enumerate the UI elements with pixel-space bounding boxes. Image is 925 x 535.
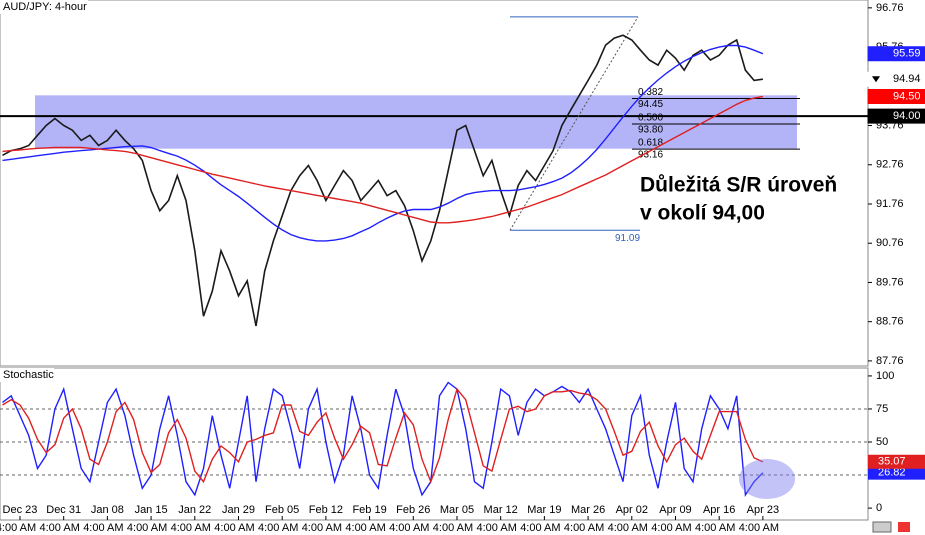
y-tick-label: 0 <box>876 502 882 514</box>
x-tick-label: Feb 26 <box>396 504 430 516</box>
x-tick-time: 4:00 AM <box>564 522 604 534</box>
x-tick-time: 4:00 AM <box>127 522 167 534</box>
x-tick-label: Jan 29 <box>222 504 255 516</box>
x-tick-time: 4:00 AM <box>302 522 342 534</box>
y-tick-label: 92.76 <box>876 159 904 171</box>
x-tick-label: Apr 02 <box>616 504 648 516</box>
fib-price: 93.80 <box>638 125 663 136</box>
value-label: 35.07 <box>878 456 906 468</box>
fib-price: 93.16 <box>638 150 663 161</box>
title-bg <box>0 0 88 14</box>
x-tick-label: Apr 09 <box>659 504 691 516</box>
y-tick-label: 75 <box>876 403 888 415</box>
x-tick-time: 4:00 AM <box>214 522 254 534</box>
x-tick-time: 4:00 AM <box>171 522 211 534</box>
x-tick-label: Mar 05 <box>440 504 474 516</box>
annotation: Důležitá S/R úroveň <box>640 174 837 197</box>
value-label: 26.82 <box>878 467 906 479</box>
x-tick-time: 4:00 AM <box>389 522 429 534</box>
x-tick-time: 4:00 AM <box>40 522 80 534</box>
price-label-box <box>867 46 925 62</box>
series-line <box>2 34 764 327</box>
x-tick-time: 4:00 AM <box>433 522 473 534</box>
y-tick-label: 96.76 <box>876 2 904 14</box>
price-panel <box>0 0 869 367</box>
x-tick-label: Feb 12 <box>309 504 343 516</box>
highlight-circle <box>739 459 795 499</box>
y-tick-label: 87.76 <box>876 355 904 367</box>
y-tick-label: 88.76 <box>876 316 904 328</box>
x-tick-time: 4:00 AM <box>258 522 298 534</box>
title-bg <box>0 368 54 382</box>
x-tick-time: 4:00 AM <box>520 522 560 534</box>
x-tick-time: 4:00 AM <box>345 522 385 534</box>
series-line <box>2 381 764 497</box>
price-label-box <box>867 89 925 105</box>
fib-price: 94.45 <box>638 99 663 110</box>
x-tick-label: Feb 19 <box>352 504 386 516</box>
x-tick-label: Mar 12 <box>484 504 518 516</box>
x-tick-label: Jan 08 <box>91 504 124 516</box>
sr-zone <box>35 95 797 149</box>
y-tick-label: 100 <box>876 370 894 382</box>
price-label-box <box>867 71 925 87</box>
chart-title: AUD/JPY: 4-hour <box>3 1 87 13</box>
x-tick-label: Feb 05 <box>265 504 299 516</box>
fib-ratio: 0.382 <box>638 87 663 98</box>
y-tick-label: 91.76 <box>876 198 904 210</box>
series-line <box>2 387 764 484</box>
annotation: v okolí 94,00 <box>640 202 765 225</box>
x-tick-time: 4:00 AM <box>0 522 36 534</box>
y-tick-label: 90.76 <box>876 237 904 249</box>
x-tick-label: Mar 19 <box>527 504 561 516</box>
value-label-box <box>868 465 925 480</box>
x-tick-label: Dec 31 <box>46 504 81 516</box>
current-arrow <box>872 76 880 83</box>
x-tick-time: 4:00 AM <box>477 522 517 534</box>
x-tick-time: 4:00 AM <box>739 522 779 534</box>
x-tick-label: Dec 23 <box>3 504 38 516</box>
x-tick-label: Apr 23 <box>747 504 779 516</box>
close-icon[interactable] <box>898 522 910 532</box>
price-label: 94.00 <box>893 110 921 122</box>
scroll-icon[interactable] <box>872 521 892 533</box>
series-line <box>2 95 764 224</box>
fib-ratio: 0.618 <box>638 138 663 149</box>
x-tick-label: Jan 15 <box>135 504 168 516</box>
price-label: 95.59 <box>893 48 921 60</box>
price-label-box <box>867 108 925 124</box>
x-tick-time: 4:00 AM <box>695 522 735 534</box>
x-tick-time: 4:00 AM <box>83 522 123 534</box>
y-tick-label: 89.76 <box>876 276 904 288</box>
x-tick-time: 4:00 AM <box>651 522 691 534</box>
value-label-box <box>868 454 925 469</box>
series-line <box>2 44 764 242</box>
x-tick-label: Mar 26 <box>571 504 605 516</box>
price-label: 94.50 <box>893 90 921 102</box>
chart-title: Stochastic <box>3 369 54 381</box>
x-tick-label: Jan 22 <box>178 504 211 516</box>
fib-trend <box>509 16 639 231</box>
price-label: 94.94 <box>893 73 921 85</box>
y-tick-label: 50 <box>876 436 888 448</box>
x-tick-time: 4:00 AM <box>608 522 648 534</box>
x-tick-label: Apr 16 <box>703 504 735 516</box>
fib-ratio: 0.500 <box>638 113 663 124</box>
fib-low-label: 91.09 <box>615 233 640 244</box>
